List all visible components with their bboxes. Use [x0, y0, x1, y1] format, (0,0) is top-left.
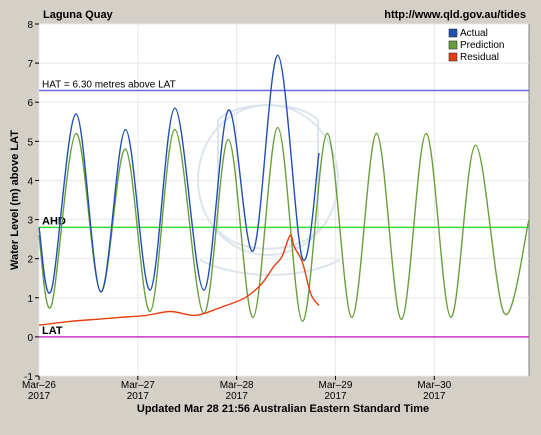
y-tick-label: 8 [27, 20, 33, 31]
x-tick-year: 2017 [28, 391, 51, 402]
legend-swatch [448, 52, 458, 62]
series-line-actual [38, 54, 320, 294]
x-tick-year: 2017 [423, 391, 446, 402]
reference-line-label: HAT = 6.30 metres above LAT [42, 79, 176, 90]
y-tick-label: 3 [27, 216, 33, 227]
y-tick-label: 7 [27, 59, 33, 70]
x-tick-label: Mar–28 [220, 380, 254, 391]
legend-swatch [448, 28, 458, 38]
legend-label: Residual [460, 52, 499, 63]
legend-label: Actual [460, 28, 488, 39]
y-axis-title: Water Level (m) above LAT [9, 130, 21, 270]
y-tick-label: -1 [24, 372, 33, 383]
chart-title: Laguna Quay [43, 9, 114, 21]
reference-line-label: LAT [42, 325, 63, 337]
grid-lines [38, 23, 529, 377]
y-tick-label: 6 [27, 98, 33, 109]
source-url: http://www.qld.gov.au/tides [384, 9, 526, 21]
legend-swatch [448, 40, 458, 50]
x-tick-label: Mar–27 [121, 380, 155, 391]
x-tick-year: 2017 [226, 391, 249, 402]
x-tick-year: 2017 [127, 391, 150, 402]
x-tick-label: Mar–30 [417, 380, 451, 391]
x-axis-title: Updated Mar 28 21:56 Australian Eastern … [137, 403, 429, 415]
y-tick-label: 4 [27, 176, 33, 187]
series-line-prediction [38, 126, 530, 322]
y-tick-label: 5 [27, 137, 33, 148]
y-tick-label: 2 [27, 255, 33, 266]
x-tick-label: Mar–29 [319, 380, 353, 391]
legend-label: Prediction [460, 40, 504, 51]
plot-area [38, 23, 530, 377]
series-line-residual [38, 234, 320, 326]
y-axis-ticks: -1 0 1 2 3 4 5 6 7 8 [24, 20, 39, 383]
y-tick-label: 0 [27, 333, 33, 344]
x-axis-ticks: Mar–262017Mar–272017Mar–282017Mar–292017… [22, 376, 452, 402]
x-tick-year: 2017 [324, 391, 347, 402]
x-tick-label: Mar–26 [22, 380, 56, 391]
data-series [38, 54, 530, 326]
y-tick-label: 1 [27, 294, 33, 305]
